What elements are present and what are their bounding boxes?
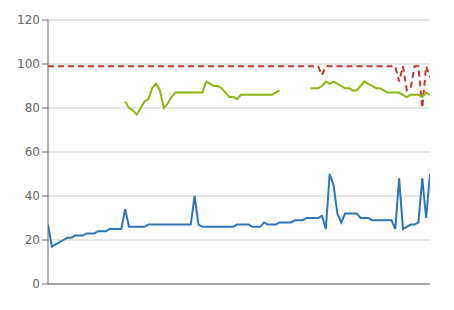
svg-text:0: 0 bbox=[32, 277, 40, 291]
svg-text:20: 20 bbox=[25, 233, 40, 247]
svg-text:80: 80 bbox=[25, 101, 40, 115]
svg-text:40: 40 bbox=[25, 189, 40, 203]
svg-text:60: 60 bbox=[25, 145, 40, 159]
svg-text:120: 120 bbox=[17, 13, 40, 27]
svg-text:100: 100 bbox=[17, 57, 40, 71]
